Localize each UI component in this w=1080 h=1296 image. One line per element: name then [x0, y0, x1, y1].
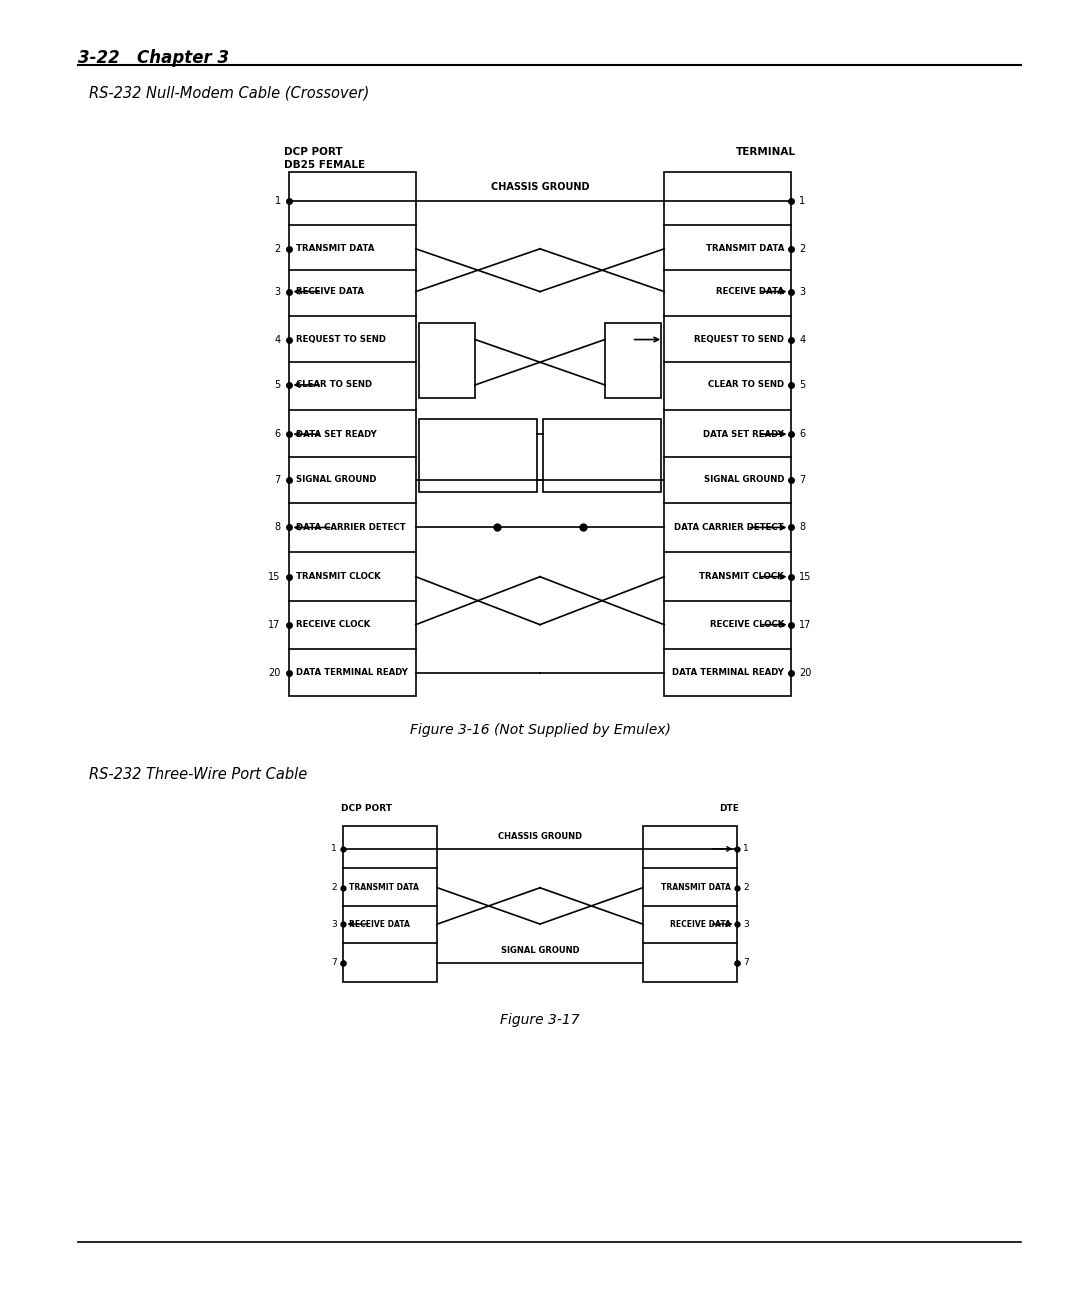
- Text: TRANSMIT DATA: TRANSMIT DATA: [661, 884, 731, 892]
- Text: DTE: DTE: [719, 804, 739, 813]
- Bar: [643, 826, 737, 982]
- Text: SIGNAL GROUND: SIGNAL GROUND: [296, 476, 377, 483]
- Text: CLEAR TO SEND: CLEAR TO SEND: [708, 381, 784, 389]
- Bar: [605, 323, 661, 398]
- Text: DATA TERMINAL READY: DATA TERMINAL READY: [296, 669, 408, 677]
- Text: DATA CARRIER DETECT: DATA CARRIER DETECT: [296, 524, 406, 531]
- Text: 7: 7: [274, 474, 281, 485]
- Text: 8: 8: [799, 522, 806, 533]
- Text: 4: 4: [274, 334, 281, 345]
- Text: DCP PORT: DCP PORT: [284, 146, 342, 157]
- Text: Figure 3-16 (Not Supplied by Emulex): Figure 3-16 (Not Supplied by Emulex): [409, 723, 671, 737]
- Text: TRANSMIT DATA: TRANSMIT DATA: [349, 884, 419, 892]
- Text: RECEIVE DATA: RECEIVE DATA: [716, 288, 784, 295]
- Text: 3-22   Chapter 3: 3-22 Chapter 3: [78, 49, 229, 67]
- Text: 7: 7: [332, 959, 337, 967]
- Bar: [343, 826, 437, 982]
- Bar: [419, 419, 537, 492]
- Text: 8: 8: [274, 522, 281, 533]
- Text: DATA SET READY: DATA SET READY: [703, 430, 784, 438]
- Text: DB25 FEMALE: DB25 FEMALE: [284, 159, 365, 170]
- Text: DCP PORT: DCP PORT: [341, 804, 392, 813]
- Text: REQUEST TO SEND: REQUEST TO SEND: [694, 336, 784, 343]
- Text: SIGNAL GROUND: SIGNAL GROUND: [501, 946, 579, 955]
- Bar: [419, 323, 475, 398]
- Text: CLEAR TO SEND: CLEAR TO SEND: [296, 381, 372, 389]
- Text: RECEIVE DATA: RECEIVE DATA: [671, 920, 731, 928]
- Text: 2: 2: [743, 884, 748, 892]
- Text: SIGNAL GROUND: SIGNAL GROUND: [703, 476, 784, 483]
- Text: 17: 17: [799, 619, 811, 630]
- Text: 3: 3: [743, 920, 748, 928]
- Text: 20: 20: [269, 667, 281, 678]
- Text: DATA SET READY: DATA SET READY: [296, 430, 377, 438]
- Text: DATA CARRIER DETECT: DATA CARRIER DETECT: [674, 524, 784, 531]
- Text: 1: 1: [332, 845, 337, 853]
- Text: 5: 5: [799, 380, 806, 390]
- Text: TRANSMIT DATA: TRANSMIT DATA: [296, 245, 375, 253]
- Text: RECEIVE CLOCK: RECEIVE CLOCK: [296, 621, 370, 629]
- Bar: [664, 172, 791, 696]
- Text: 7: 7: [799, 474, 806, 485]
- Bar: [289, 172, 416, 696]
- Text: 3: 3: [274, 286, 281, 297]
- Text: CHASSIS GROUND: CHASSIS GROUND: [498, 832, 582, 841]
- Text: 3: 3: [332, 920, 337, 928]
- Text: 7: 7: [743, 959, 748, 967]
- Text: 2: 2: [799, 244, 806, 254]
- Text: 6: 6: [799, 429, 806, 439]
- Text: TRANSMIT CLOCK: TRANSMIT CLOCK: [296, 573, 380, 581]
- Bar: [543, 419, 661, 492]
- Text: 1: 1: [274, 196, 281, 206]
- Text: Figure 3-17: Figure 3-17: [500, 1013, 580, 1028]
- Text: DATA TERMINAL READY: DATA TERMINAL READY: [672, 669, 784, 677]
- Text: 3: 3: [799, 286, 806, 297]
- Text: RS-232 Null-Modem Cable (Crossover): RS-232 Null-Modem Cable (Crossover): [89, 86, 369, 101]
- Text: 2: 2: [332, 884, 337, 892]
- Text: 4: 4: [799, 334, 806, 345]
- Text: RECEIVE CLOCK: RECEIVE CLOCK: [710, 621, 784, 629]
- Text: 20: 20: [799, 667, 811, 678]
- Text: 1: 1: [799, 196, 806, 206]
- Text: CHASSIS GROUND: CHASSIS GROUND: [490, 181, 590, 192]
- Text: RS-232 Three-Wire Port Cable: RS-232 Three-Wire Port Cable: [89, 767, 307, 783]
- Text: RECEIVE DATA: RECEIVE DATA: [349, 920, 409, 928]
- Text: TERMINAL: TERMINAL: [735, 146, 796, 157]
- Text: TRANSMIT DATA: TRANSMIT DATA: [705, 245, 784, 253]
- Text: REQUEST TO SEND: REQUEST TO SEND: [296, 336, 386, 343]
- Text: 15: 15: [799, 572, 811, 582]
- Text: 6: 6: [274, 429, 281, 439]
- Text: 1: 1: [743, 845, 748, 853]
- Text: 15: 15: [269, 572, 281, 582]
- Text: 17: 17: [269, 619, 281, 630]
- Text: 2: 2: [274, 244, 281, 254]
- Text: 5: 5: [274, 380, 281, 390]
- Text: RECEIVE DATA: RECEIVE DATA: [296, 288, 364, 295]
- Text: TRANSMIT CLOCK: TRANSMIT CLOCK: [700, 573, 784, 581]
